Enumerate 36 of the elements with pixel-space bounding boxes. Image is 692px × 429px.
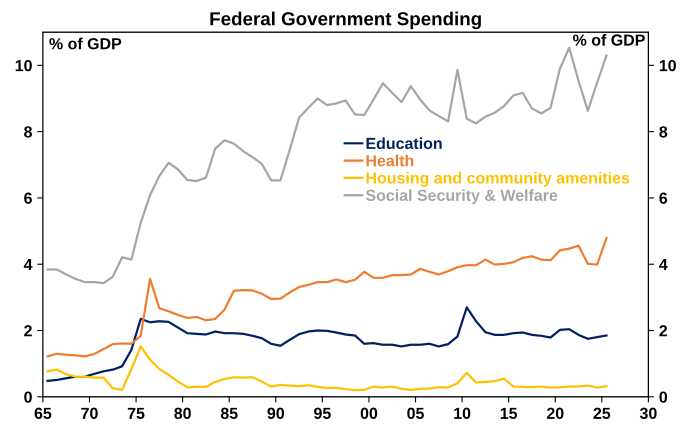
x-tick-label: 00 bbox=[360, 408, 378, 419]
line-series bbox=[46, 306, 608, 382]
x-tick-label: 30 bbox=[640, 408, 657, 419]
y2-tick-label: 8 bbox=[659, 126, 668, 138]
x-tick-label: 75 bbox=[128, 408, 144, 419]
y-tick-label: 6 bbox=[24, 192, 32, 204]
x-tick-label: 70 bbox=[81, 408, 98, 419]
x-tick-label: 85 bbox=[220, 408, 238, 419]
y-tick-label: 10 bbox=[16, 60, 32, 72]
y-tick-label: 2 bbox=[24, 325, 32, 336]
x-tick-label: 20 bbox=[546, 408, 564, 419]
legend-label: Social Security & Welfare bbox=[366, 189, 558, 204]
line-series bbox=[46, 345, 608, 392]
y2-tick-label: 2 bbox=[659, 325, 668, 336]
y-tick-label: 4 bbox=[24, 259, 32, 270]
y2-tick-label: 4 bbox=[659, 259, 668, 270]
y2-tick-label: 6 bbox=[659, 192, 668, 204]
legend-label: Housing and community amenities bbox=[366, 172, 630, 187]
x-tick-label: 10 bbox=[454, 408, 470, 419]
y-axis-title: % of GDP bbox=[49, 38, 122, 50]
x-tick-label: 95 bbox=[314, 408, 331, 419]
x-tick-label: 65 bbox=[34, 408, 52, 419]
legend-label: Education bbox=[366, 137, 442, 150]
y-tick-label: 8 bbox=[24, 126, 32, 138]
x-tick-label: 05 bbox=[407, 408, 424, 419]
x-tick-label: 25 bbox=[594, 408, 610, 419]
x-tick-label: 90 bbox=[267, 408, 284, 419]
y2-tick-label: 0 bbox=[659, 391, 668, 403]
y2-axis-title: % of GDP bbox=[573, 34, 645, 46]
legend-label: Health bbox=[366, 154, 414, 166]
y2-tick-label: 10 bbox=[660, 60, 676, 72]
x-tick-label: 80 bbox=[174, 408, 191, 419]
x-tick-label: 15 bbox=[500, 408, 518, 419]
line-series bbox=[46, 236, 608, 358]
chart-title: Federal Government Spending bbox=[210, 12, 481, 30]
y-tick-label: 0 bbox=[24, 391, 32, 403]
